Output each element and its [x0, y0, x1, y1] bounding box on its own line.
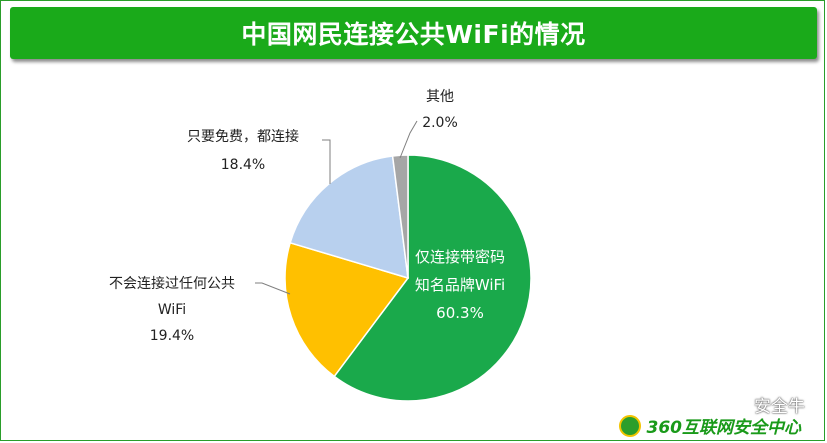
slice-label-line: 2.0%	[422, 115, 458, 131]
slice-label-4: 其他 2.0%	[422, 89, 458, 131]
leader-line-4	[399, 120, 418, 159]
brand: 360互联网安全中心	[618, 413, 802, 438]
brand-logo-icon	[618, 414, 641, 437]
slice-label-line: 知名品牌WiFi	[415, 276, 505, 294]
slice-label-2: 不会连接过任何公共 WiFi 19.4%	[109, 275, 235, 344]
slice-label-line: 19.4%	[150, 328, 194, 344]
slice-label-line: 18.4%	[221, 157, 265, 173]
pie-slice-4	[391, 154, 409, 279]
pie-slice-1	[333, 154, 532, 402]
pie-slice-2	[284, 241, 410, 378]
slice-label-line: 60.3%	[436, 304, 484, 322]
pie-slice-3	[289, 155, 409, 280]
brand-name: 360互联网安全中心	[646, 418, 802, 438]
leader-line-3	[322, 139, 331, 184]
leader-line-2	[255, 282, 291, 295]
slice-label-line: 其他	[426, 89, 454, 105]
slice-label-line: WiFi	[158, 302, 186, 318]
watermark: 安全牛	[754, 397, 805, 417]
slice-label-line: 仅连接带密码	[415, 248, 505, 266]
title-bar: 中国网民连接公共WiFi的情况	[10, 7, 817, 59]
slice-label-line: 不会连接过任何公共	[109, 275, 235, 292]
chart-title: 中国网民连接公共WiFi的情况	[241, 20, 586, 49]
slice-label-line: 只要免费，都连接	[187, 128, 299, 145]
slice-label-1: 仅连接带密码知名品牌WiFi 60.3%	[415, 248, 505, 322]
slice-label-3: 只要免费，都连接 18.4%	[187, 128, 299, 173]
